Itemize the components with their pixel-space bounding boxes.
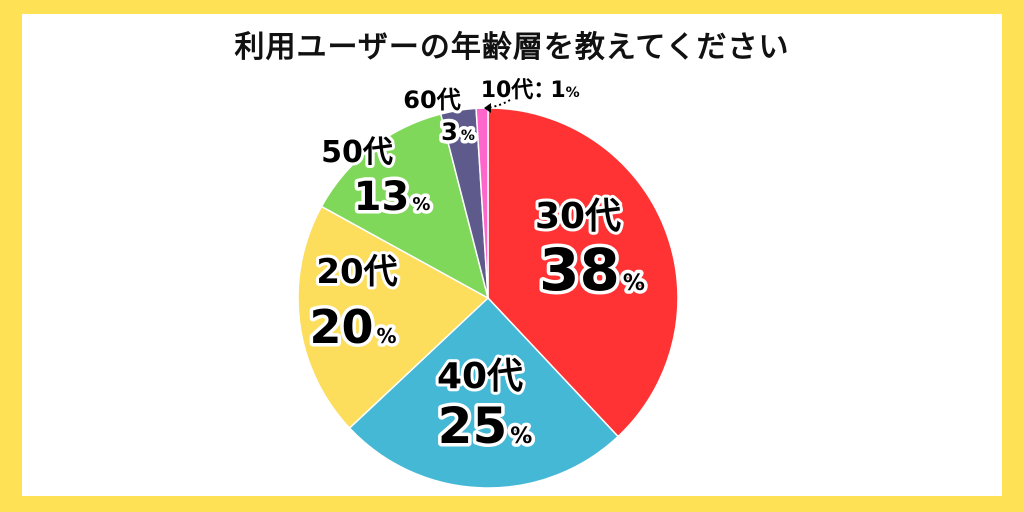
slice-label-40代: 40代: [437, 356, 523, 397]
slice-label-60代: 60代: [403, 86, 460, 114]
leader-line: [486, 99, 511, 109]
slice-label-20代: 20代: [316, 252, 397, 292]
leader-arrowhead: [484, 103, 491, 113]
pie-slice-50代: [320, 113, 490, 300]
slice-label-10代: 10代：: [481, 78, 556, 103]
pie-slice-30代: [487, 107, 679, 438]
pie-slice-20代: [297, 205, 490, 430]
slice-label-50代: 50代: [321, 135, 393, 170]
slice-value-10代: 1%: [550, 78, 579, 103]
slice-value-40代: 25%: [438, 397, 533, 455]
slice-label-30代: 30代: [535, 196, 621, 237]
pie-slice-40代: [348, 296, 620, 489]
chart-title: 利用ユーザーの年齢層を教えてください: [234, 30, 790, 65]
